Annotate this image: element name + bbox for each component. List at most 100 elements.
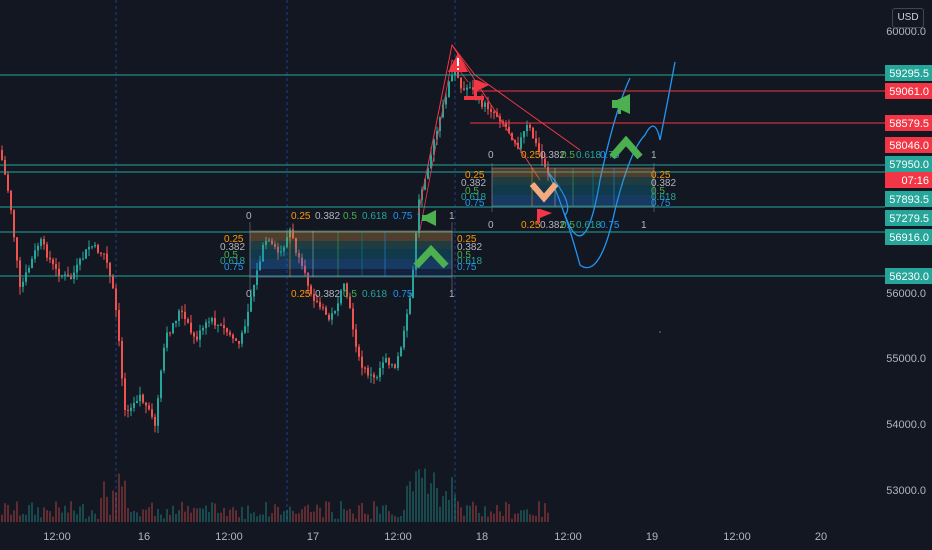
volume-bar bbox=[424, 468, 426, 522]
candle-body bbox=[358, 346, 360, 357]
candle-body bbox=[100, 252, 102, 254]
volume-bar bbox=[478, 512, 480, 522]
trend-line bbox=[451, 44, 541, 181]
time-axis[interactable]: 12:00 16 12:00 17 12:00 18 12:00 19 12:0… bbox=[43, 531, 827, 543]
candle-body bbox=[295, 238, 297, 254]
volume-bar bbox=[37, 507, 39, 522]
candle-body bbox=[235, 338, 237, 341]
volume-bar bbox=[397, 517, 399, 522]
candle-body bbox=[493, 111, 495, 113]
fib-rside-0618: 0.618 bbox=[457, 256, 482, 267]
fib-side-05: 0.5 bbox=[224, 250, 238, 261]
volume-bar bbox=[388, 511, 390, 522]
candle-body bbox=[247, 311, 249, 327]
candle-body bbox=[31, 258, 33, 268]
volume-bar bbox=[196, 508, 198, 522]
candle-body bbox=[40, 239, 42, 246]
volume-bar bbox=[472, 501, 474, 522]
volume-bar bbox=[367, 514, 369, 522]
candle-body bbox=[232, 334, 234, 339]
candle-body bbox=[397, 356, 399, 368]
volume-bar bbox=[451, 477, 453, 522]
candle-body bbox=[451, 75, 453, 82]
candle-body bbox=[433, 139, 435, 155]
candle-body bbox=[403, 330, 405, 348]
price-label: 59061.0 bbox=[885, 83, 932, 99]
fib-r-label-0: 0 bbox=[488, 150, 494, 161]
candle-body bbox=[148, 405, 150, 410]
megaphone-icon[interactable] bbox=[612, 94, 630, 114]
volume-bar bbox=[76, 514, 78, 522]
volume-bar bbox=[214, 503, 216, 522]
volume-bar bbox=[181, 501, 183, 522]
candle-body bbox=[142, 394, 144, 403]
candle-body bbox=[385, 357, 387, 363]
volume-bar bbox=[157, 508, 159, 522]
candle-body bbox=[190, 322, 192, 333]
candle-body bbox=[76, 264, 78, 273]
volume-bar bbox=[319, 507, 321, 522]
volume-bar bbox=[385, 504, 387, 522]
chevron-up-icon-right[interactable] bbox=[609, 135, 643, 160]
fib-r-rside-0382: 0.382 bbox=[651, 178, 676, 189]
megaphone-icon-small[interactable] bbox=[422, 210, 436, 226]
volume-bar bbox=[490, 511, 492, 522]
candle-body bbox=[322, 307, 324, 309]
candle-body bbox=[370, 374, 372, 376]
volume-bar bbox=[250, 513, 252, 522]
svg-text:07:16: 07:16 bbox=[901, 175, 929, 187]
price-label: 57893.5 bbox=[885, 191, 932, 207]
candle-body bbox=[487, 102, 489, 110]
price-label: 56230.0 bbox=[885, 268, 932, 284]
volume-bar bbox=[241, 506, 243, 522]
candle-body bbox=[145, 402, 147, 406]
fib-box-left[interactable] bbox=[249, 222, 453, 290]
fib-r-rside-0618: 0.618 bbox=[651, 192, 676, 203]
candle-body bbox=[115, 288, 117, 311]
svg-text:58046.0: 58046.0 bbox=[889, 140, 929, 152]
candle-body bbox=[205, 322, 207, 329]
flag-icon-bottom[interactable] bbox=[537, 209, 552, 223]
candle-body bbox=[268, 240, 270, 242]
price-label: 58046.0 bbox=[885, 137, 932, 153]
candle-body bbox=[340, 290, 342, 304]
price-axis[interactable]: 60000.0 56000.0 55000.0 54000.0 53000.0 … bbox=[885, 26, 932, 497]
candle-body bbox=[229, 332, 231, 335]
time-tick: 12:00 bbox=[215, 531, 243, 543]
candle-body bbox=[97, 244, 99, 253]
volume-bar bbox=[505, 502, 507, 522]
volume-bar bbox=[46, 510, 48, 522]
volume-bar bbox=[205, 505, 207, 522]
volume-bar bbox=[136, 512, 138, 522]
candle-body bbox=[58, 268, 60, 277]
volume-bar bbox=[418, 469, 420, 522]
volume-bar bbox=[508, 504, 510, 522]
volume-bar bbox=[25, 514, 27, 522]
currency-badge[interactable]: USD bbox=[892, 8, 924, 28]
candle-body bbox=[193, 332, 195, 337]
svg-text:59295.5: 59295.5 bbox=[889, 68, 929, 80]
volume-bar bbox=[253, 512, 255, 522]
fib-r-label-1-bottom: 1 bbox=[641, 220, 647, 231]
candle-body bbox=[22, 281, 24, 287]
flag-icon[interactable] bbox=[464, 80, 489, 100]
warning-icon[interactable] bbox=[448, 53, 468, 72]
volume-bar bbox=[484, 506, 486, 522]
candle-body bbox=[70, 276, 72, 279]
volume-bar bbox=[247, 505, 249, 522]
volume-bar bbox=[82, 504, 84, 522]
price-label: 58579.5 bbox=[885, 115, 932, 131]
volume-bar bbox=[238, 517, 240, 522]
candle-body bbox=[133, 403, 135, 408]
volume-bar bbox=[130, 511, 132, 522]
candle-body bbox=[379, 367, 381, 378]
volume-bar bbox=[376, 506, 378, 522]
fib-box-right[interactable] bbox=[491, 163, 655, 212]
chevron-down-icon[interactable] bbox=[529, 182, 559, 203]
volume-bar bbox=[481, 516, 483, 522]
volume-bar bbox=[97, 518, 99, 522]
fib-label-0-bottom: 0 bbox=[246, 289, 252, 300]
volume-bar bbox=[166, 509, 168, 522]
chevron-up-icon[interactable] bbox=[413, 244, 449, 269]
